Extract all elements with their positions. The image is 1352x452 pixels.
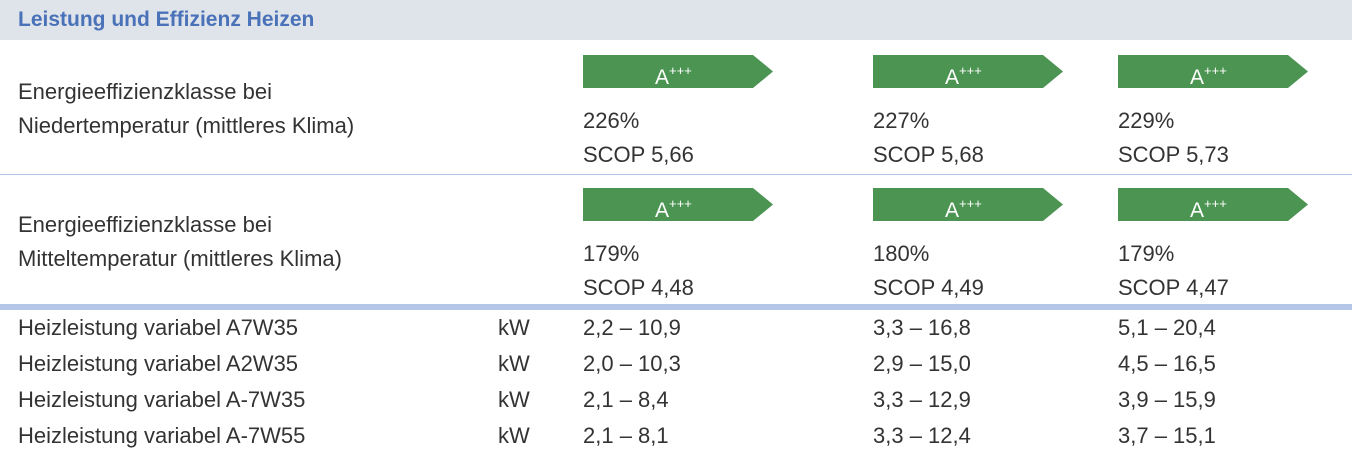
percent: 179% [1118,241,1175,266]
scop: SCOP 4,48 [583,275,694,300]
efficiency-class: A+++ [1190,57,1227,92]
header-band [0,0,1352,40]
efficiency-class: A+++ [655,57,692,92]
badge-arrow [873,188,1063,221]
separator-thick [0,304,1352,310]
efficiency-class: A+++ [945,57,982,92]
row-label: Heizleistung variabel A-7W55 [18,423,306,448]
efficiency-badge: A+++ [583,55,773,89]
efficiency-badge: A+++ [1118,55,1308,89]
unit: kW [498,423,530,448]
efficiency-class: A+++ [945,190,982,225]
scop: SCOP 5,66 [583,142,694,167]
class-plus: +++ [1204,63,1227,78]
efficiency-badge: A+++ [873,188,1063,222]
percent: 229% [1118,108,1175,133]
row-label: Energieeffizienzklasse bei [18,79,272,104]
unit: kW [498,387,530,412]
efficiency-badge: A+++ [1118,188,1308,222]
row-label: Heizleistung variabel A2W35 [18,351,299,376]
scop: SCOP 4,49 [873,275,984,300]
percent: 227% [873,108,930,133]
unit: kW [498,315,530,340]
badge-arrow [1118,188,1308,221]
class-plus: +++ [959,196,982,211]
value: 2,1 – 8,4 [583,387,669,412]
class-plus: +++ [669,196,692,211]
class-letter: A [945,199,960,222]
class-letter: A [1190,199,1205,222]
class-plus: +++ [1204,196,1227,211]
value: 5,1 – 20,4 [1118,315,1216,340]
row-label: Niedertemperatur (mittleres Klima) [18,113,355,138]
percent: 226% [583,108,640,133]
value: 3,3 – 12,9 [873,387,971,412]
unit: kW [498,351,530,376]
row-label: Heizleistung variabel A7W35 [18,315,299,340]
percent: 179% [583,241,640,266]
badge-arrow [583,188,773,221]
scop: SCOP 5,73 [1118,142,1229,167]
efficiency-badge: A+++ [873,55,1063,89]
percent: 180% [873,241,930,266]
scop: SCOP 4,47 [1118,275,1229,300]
scop: SCOP 5,68 [873,142,984,167]
class-letter: A [655,66,670,89]
badge-arrow [873,55,1063,88]
class-letter: A [1190,66,1205,89]
value: 2,1 – 8,1 [583,423,669,448]
value: 2,2 – 10,9 [583,315,681,340]
efficiency-class: A+++ [1190,190,1227,225]
separator [0,174,1352,175]
row-label: Heizleistung variabel A-7W35 [18,387,306,412]
value: 2,0 – 10,3 [583,351,681,376]
badge-arrow [583,55,773,88]
value: 4,5 – 16,5 [1118,351,1216,376]
class-letter: A [945,66,960,89]
class-plus: +++ [959,63,982,78]
efficiency-badge: A+++ [583,188,773,222]
value: 3,7 – 15,1 [1118,423,1216,448]
value: 3,9 – 15,9 [1118,387,1216,412]
value: 2,9 – 15,0 [873,351,971,376]
class-letter: A [655,199,670,222]
row-label: Mitteltemperatur (mittleres Klima) [18,246,342,271]
value: 3,3 – 12,4 [873,423,971,448]
class-plus: +++ [669,63,692,78]
efficiency-class: A+++ [655,190,692,225]
row-label: Energieeffizienzklasse bei [18,212,272,237]
value: 3,3 – 16,8 [873,315,971,340]
header-title: Leistung und Effizienz Heizen [18,8,315,31]
badge-arrow [1118,55,1308,88]
